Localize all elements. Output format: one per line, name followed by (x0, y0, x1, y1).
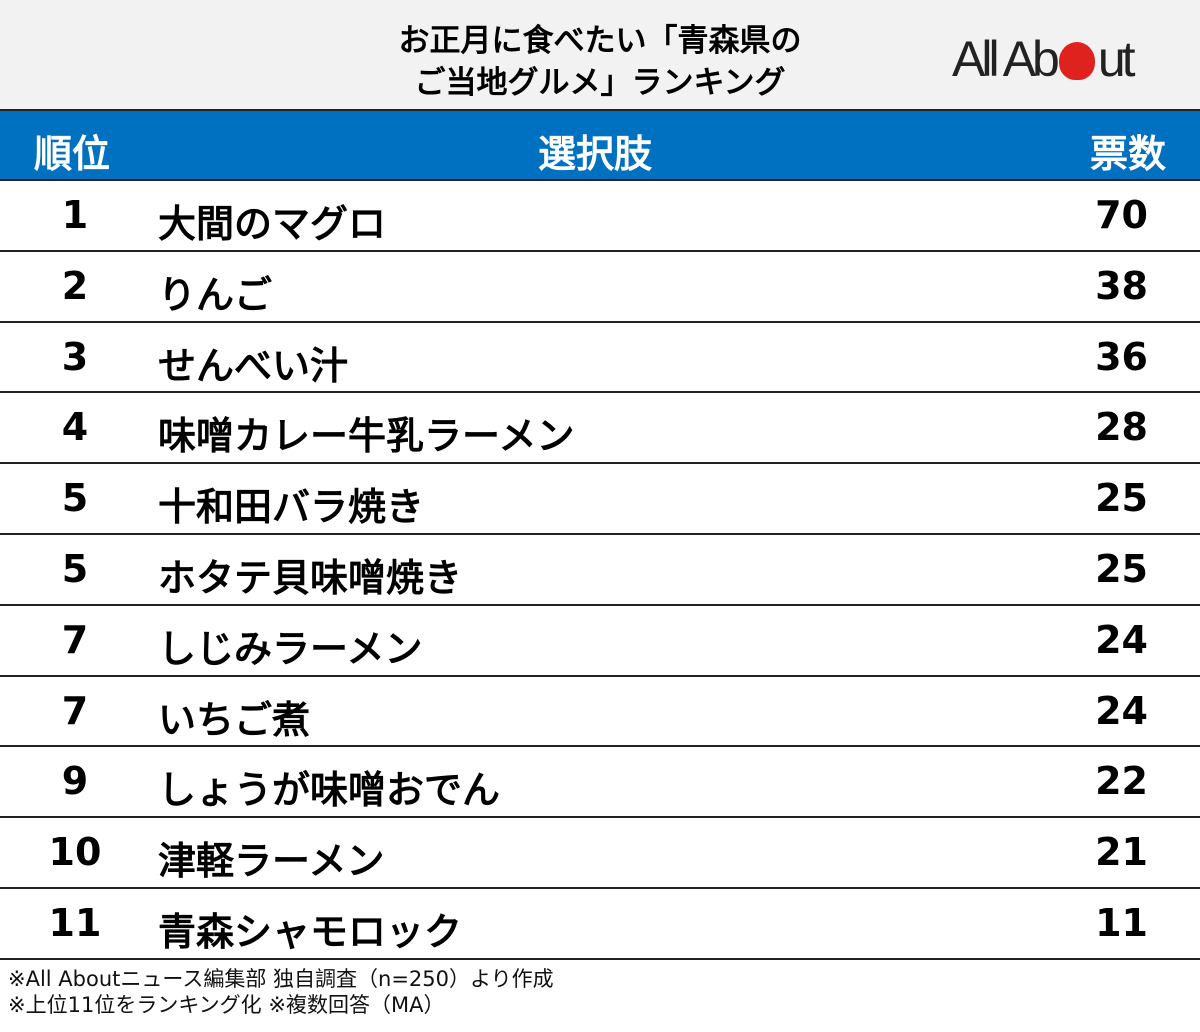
table-row: 4 味噌カレー牛乳ラーメン 28 (0, 393, 1200, 465)
table-row: 3 せんべい汁 36 (0, 323, 1200, 394)
votes-cell: 21 (1095, 830, 1148, 875)
choice-cell: 大間のマグロ (158, 202, 387, 246)
votes-cell: 25 (1095, 546, 1148, 591)
rank-cell: 10 (48, 830, 102, 875)
votes-cell: 22 (1095, 759, 1148, 804)
chart-title: お正月に食べたい「青森県の ご当地グルメ」ランキング (300, 20, 900, 104)
rank-cell: 3 (61, 334, 89, 379)
votes-cell: 38 (1095, 263, 1148, 308)
logo-red-dot (1058, 42, 1095, 80)
table-row: 5 ホタテ貝味噌焼き 25 (0, 535, 1200, 606)
choice-cell: 十和田バラ焼き (158, 485, 425, 530)
footer-notes: ※All Aboutニュース編集部 独自調査（n=250）より作成 ※上位11位… (0, 960, 1200, 1018)
rank-cell: 2 (61, 263, 89, 308)
rank-cell: 7 (61, 617, 89, 662)
rank-cell: 7 (61, 688, 89, 733)
footer-note-1: ※All Aboutニュース編集部 独自調査（n=250）より作成 (8, 966, 554, 991)
allabout-logo: All Ab ut (952, 30, 1136, 88)
votes-cell: 24 (1095, 688, 1148, 733)
table-row: 2 りんご 38 (0, 252, 1200, 323)
table-row: 10 津軽ラーメン 21 (0, 818, 1200, 889)
logo-text-left: All Ab (952, 31, 1060, 87)
header-votes: 票数 (1089, 132, 1166, 176)
choice-cell: 青森シャモロック (158, 909, 463, 954)
rank-cell: 5 (61, 546, 89, 591)
votes-cell: 70 (1095, 193, 1148, 237)
table-body: 1 大間のマグロ 70 2 りんご 38 3 せんべい汁 36 4 味噌カレー牛乳ラーメン 28 5 十和… (0, 181, 1200, 960)
title-line-1: お正月に食べたい「青森県の (398, 23, 802, 59)
rank-cell: 11 (48, 900, 102, 945)
choice-cell: 味噌カレー牛乳ラーメン (158, 414, 575, 459)
choice-cell: せんべい汁 (158, 343, 349, 388)
rank-cell: 9 (61, 759, 89, 804)
table-row: 1 大間のマグロ 70 (0, 181, 1200, 252)
choice-cell: 津軽ラーメン (158, 839, 385, 884)
choice-cell: しょうが味噌おでん (158, 768, 501, 813)
choice-cell: いちご煮 (158, 697, 311, 742)
table-row: 9 しょうが味噌おでん 22 (0, 747, 1200, 819)
votes-cell: 11 (1095, 900, 1148, 945)
votes-cell: 36 (1095, 334, 1148, 379)
title-area: お正月に食べたい「青森県の ご当地グルメ」ランキング All Ab ut (0, 0, 1200, 111)
table-row: 7 いちご煮 24 (0, 677, 1200, 748)
votes-cell: 28 (1095, 405, 1148, 450)
table-row: 7 しじみラーメン 24 (0, 606, 1200, 677)
table-header: 順位 選択肢 票数 (0, 111, 1200, 181)
rank-cell: 1 (61, 193, 89, 237)
header-rank: 順位 (34, 132, 111, 176)
logo-text-right: ut (1097, 31, 1136, 87)
table-row: 11 青森シャモロック 11 (0, 889, 1200, 960)
header-choice: 選択肢 (538, 132, 653, 176)
rank-cell: 4 (61, 405, 89, 450)
footer-note-2: ※上位11位をランキング化 ※複数回答（MA） (8, 992, 445, 1017)
rank-cell: 5 (61, 476, 89, 521)
votes-cell: 24 (1095, 617, 1148, 662)
table-row: 5 十和田バラ焼き 25 (0, 464, 1200, 535)
title-line-2: ご当地グルメ」ランキング (414, 65, 786, 101)
votes-cell: 25 (1095, 476, 1148, 521)
choice-cell: しじみラーメン (158, 626, 423, 671)
choice-cell: ホタテ貝味噌焼き (158, 555, 463, 600)
choice-cell: りんご (158, 272, 273, 317)
